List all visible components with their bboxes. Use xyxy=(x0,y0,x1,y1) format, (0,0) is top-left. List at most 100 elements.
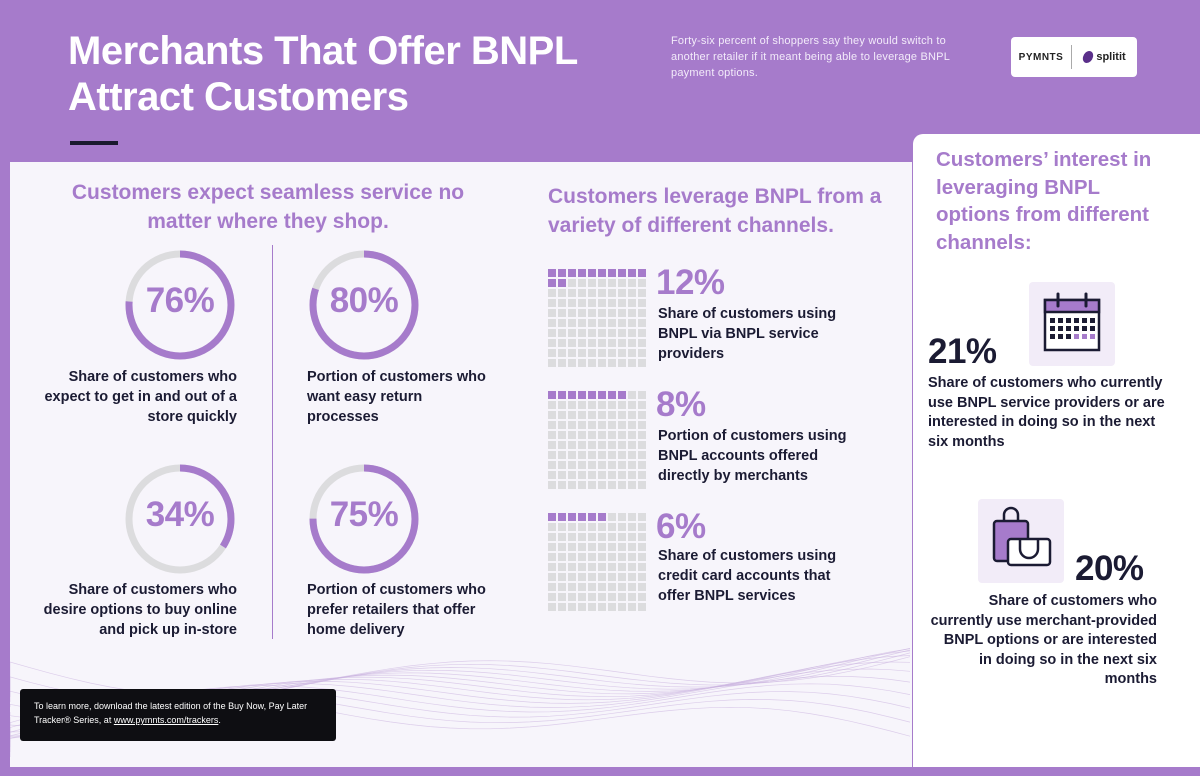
waffle-cell xyxy=(558,299,566,307)
trackers-link[interactable]: www.pymnts.com/trackers xyxy=(113,715,219,725)
waffle-cell xyxy=(618,593,626,601)
waffle-cell xyxy=(598,603,606,611)
stat-text-home-delivery: Portion of customers who prefer retailer… xyxy=(307,582,486,638)
page-title: Merchants That Offer BNPL Attract Custom… xyxy=(68,29,578,119)
waffle-cell xyxy=(618,411,626,419)
waffle-cell xyxy=(588,289,596,297)
learn-more-text: To learn more, download the latest editi… xyxy=(34,701,308,725)
calendar-day xyxy=(1066,334,1071,339)
waffle-cell xyxy=(608,563,616,571)
waffle-chart-merchant-accounts xyxy=(548,391,646,489)
waffle-cell xyxy=(618,481,626,489)
waffle-cell xyxy=(608,319,616,327)
stat-text-bnpl-providers: Share of customers using BNPL via BNPL s… xyxy=(658,306,837,362)
waffle-cell xyxy=(548,289,556,297)
waffle-cell xyxy=(608,349,616,357)
waffle-cell xyxy=(598,319,606,327)
waffle-cell xyxy=(588,359,596,367)
waffle-cell xyxy=(618,441,626,449)
waffle-cell xyxy=(598,451,606,459)
waffle-cell-filled xyxy=(638,269,646,277)
waffle-cell xyxy=(548,553,556,561)
waffle-cell-filled xyxy=(598,391,606,399)
calendar-day xyxy=(1074,326,1079,331)
waffle-cell xyxy=(548,339,556,347)
waffle-cell xyxy=(598,349,606,357)
waffle-cell xyxy=(558,573,566,581)
waffle-cell xyxy=(628,299,636,307)
waffle-cell xyxy=(608,289,616,297)
waffle-cell-filled xyxy=(568,391,576,399)
waffle-cell xyxy=(608,533,616,541)
stat-text-credit-card: Share of customers using credit card acc… xyxy=(658,548,837,604)
learn-more-period: . xyxy=(218,715,221,725)
waffle-cell xyxy=(578,329,586,337)
waffle-cell xyxy=(578,411,586,419)
waffle-cell xyxy=(558,431,566,439)
waffle-cell xyxy=(578,421,586,429)
waffle-cell xyxy=(608,339,616,347)
waffle-cell xyxy=(598,359,606,367)
waffle-cell xyxy=(598,421,606,429)
interest-text-merchant: Share of customers who currently use mer… xyxy=(930,593,1157,687)
waffle-cell xyxy=(588,441,596,449)
waffle-cell xyxy=(588,583,596,591)
pymnts-logo: PYMNTS xyxy=(1018,51,1064,63)
waffle-cell xyxy=(578,461,586,469)
waffle-cell xyxy=(568,289,576,297)
waffle-cell xyxy=(618,279,626,287)
waffle-cell xyxy=(618,513,626,521)
ring-chart-bopis: 34% xyxy=(122,461,238,577)
waffle-cell xyxy=(598,441,606,449)
waffle-cell xyxy=(558,533,566,541)
waffle-cell xyxy=(628,543,636,551)
waffle-cell xyxy=(638,401,646,409)
waffle-cell xyxy=(598,471,606,479)
waffle-cell xyxy=(608,401,616,409)
waffle-cell xyxy=(578,441,586,449)
waffle-cell xyxy=(558,543,566,551)
waffle-cell xyxy=(598,573,606,581)
waffle-cell-filled xyxy=(628,269,636,277)
waffle-cell-filled xyxy=(558,391,566,399)
waffle-cell xyxy=(578,299,586,307)
waffle-cell-filled xyxy=(558,513,566,521)
waffle-cell xyxy=(628,481,636,489)
waffle-cell xyxy=(558,289,566,297)
waffle-cell xyxy=(578,553,586,561)
waffle-cell xyxy=(558,329,566,337)
waffle-cell xyxy=(598,431,606,439)
waffle-cell xyxy=(638,431,646,439)
waffle-cell xyxy=(578,451,586,459)
waffle-cell xyxy=(638,593,646,601)
waffle-cell xyxy=(568,319,576,327)
ring-value: 75% xyxy=(329,495,399,534)
waffle-cell xyxy=(618,339,626,347)
waffle-cell xyxy=(598,481,606,489)
waffle-cell xyxy=(568,401,576,409)
waffle-cell xyxy=(558,339,566,347)
waffle-cell xyxy=(628,359,636,367)
calendar-day xyxy=(1050,334,1055,339)
waffle-cell xyxy=(628,401,636,409)
waffle-cell xyxy=(628,421,636,429)
waffle-cell xyxy=(558,451,566,459)
waffle-cell xyxy=(588,593,596,601)
waffle-cell xyxy=(608,421,616,429)
calendar-day xyxy=(1050,326,1055,331)
waffle-cell xyxy=(618,401,626,409)
waffle-cell xyxy=(558,421,566,429)
waffle-cell xyxy=(548,329,556,337)
waffle-cell xyxy=(558,583,566,591)
waffle-cell xyxy=(578,573,586,581)
waffle-cell xyxy=(638,533,646,541)
waffle-cell xyxy=(618,319,626,327)
calendar-day xyxy=(1058,326,1063,331)
ring-fill xyxy=(309,464,419,574)
waffle-cell xyxy=(638,563,646,571)
interest-heading: Customers’ interest in leveraging BNPL o… xyxy=(936,148,1152,254)
waffle-cell xyxy=(628,329,636,337)
waffle-cell xyxy=(548,359,556,367)
waffle-cell xyxy=(568,279,576,287)
waffle-cell xyxy=(628,391,636,399)
